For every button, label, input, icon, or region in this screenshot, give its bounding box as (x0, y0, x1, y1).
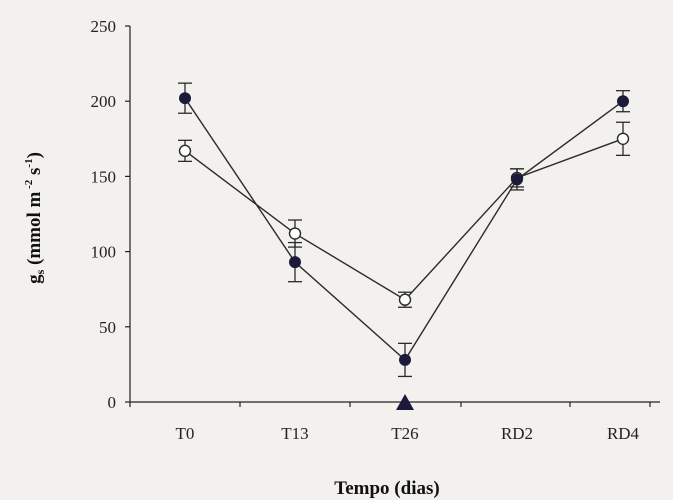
y-tick-label: 0 (108, 393, 117, 412)
data-point-open (288, 227, 302, 240)
data-point-filled (399, 353, 411, 366)
stress-marker-triangle (396, 394, 414, 410)
data-point-open (616, 132, 630, 146)
x-tick-label: T26 (391, 424, 418, 443)
y-tick-label: 150 (91, 167, 117, 186)
x-tick-label: T13 (281, 424, 308, 443)
y-tick-label: 100 (91, 243, 117, 262)
chart-axes: 0 50 100 150 200 250 T0 T13 T26 RD2 RD4 (91, 17, 660, 443)
x-tick-label: RD4 (607, 424, 640, 443)
data-point-filled (617, 95, 629, 108)
y-tick-label: 200 (91, 92, 117, 111)
y-axis-title: gs (mmol m -2 s-1) (23, 152, 47, 284)
data-point-open (178, 144, 192, 158)
x-tick-label: T0 (176, 424, 195, 443)
series-layer (178, 82, 630, 378)
x-axis-title: Tempo (dias) (334, 478, 439, 499)
y-tick-label: 250 (91, 17, 117, 36)
series-line (184, 97, 624, 361)
data-point-filled (511, 173, 523, 186)
series-line (184, 138, 624, 301)
data-point-open (398, 293, 412, 306)
data-point-filled (179, 92, 191, 105)
x-tick-label: RD2 (501, 424, 533, 443)
y-tick-label: 50 (99, 318, 116, 337)
data-point-filled (289, 256, 301, 269)
